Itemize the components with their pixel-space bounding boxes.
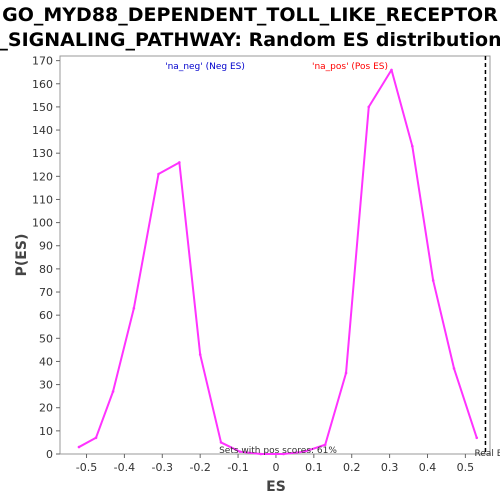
data-point	[132, 306, 136, 310]
y-tick-label: 90	[39, 240, 53, 253]
data-point	[198, 353, 202, 356]
chart-title-line-2: _SIGNALING_PATHWAY: Random ES distributi…	[0, 29, 500, 51]
y-axis-label: P(ES)	[14, 234, 30, 277]
y-tick-label: 30	[39, 379, 53, 392]
y-tick-label: 140	[32, 124, 53, 137]
data-point	[282, 452, 285, 456]
x-tick-label: 0	[272, 461, 279, 474]
data-point	[259, 452, 263, 456]
x-tick-label: 0.2	[343, 461, 361, 474]
data-point	[303, 450, 306, 453]
series-layer	[77, 68, 479, 456]
x-tick-label: -0.1	[227, 461, 248, 474]
y-tick-label: 150	[32, 101, 53, 114]
y-tick-label: 20	[39, 402, 53, 415]
x-tick-label: -0.3	[152, 461, 173, 474]
y-tick-label: 160	[32, 78, 53, 91]
pos-es-legend: 'na_pos' (Pos ES)	[312, 62, 388, 72]
x-axis-label: ES	[266, 479, 286, 495]
chart-title-line-1: GO_MYD88_DEPENDENT_TOLL_LIKE_RECEPTOR	[2, 4, 498, 26]
x-tick-label: -0.5	[76, 461, 97, 474]
data-point	[157, 172, 160, 176]
x-tick-label: 0.3	[381, 461, 399, 474]
data-point	[94, 436, 98, 440]
y-tick-label: 50	[39, 332, 53, 345]
es-distribution-line	[78, 68, 478, 455]
y-tick-label: 40	[39, 355, 53, 368]
y-tick-label: 130	[32, 147, 53, 160]
y-tick-label: 120	[32, 170, 53, 183]
x-tick-label: -0.4	[114, 461, 135, 474]
data-point	[77, 445, 81, 449]
y-tick-label: 60	[39, 309, 53, 322]
x-tick-label: -0.2	[189, 461, 210, 474]
data-point	[323, 443, 327, 447]
y-tick-label: 110	[32, 193, 53, 206]
data-point	[452, 367, 456, 370]
data-point	[344, 371, 348, 375]
y-tick-label: 10	[39, 425, 53, 438]
x-tick-label: 0.5	[457, 461, 475, 474]
y-tick-label: 0	[46, 448, 53, 461]
data-point	[367, 105, 371, 109]
x-tick-label: 0.1	[305, 461, 323, 474]
y-tick-label: 80	[39, 263, 53, 276]
x-tick-label: 0.4	[419, 461, 437, 474]
data-point	[238, 450, 242, 453]
plot-area	[59, 55, 491, 455]
neg-es-legend: 'na_neg' (Neg ES)	[165, 62, 245, 72]
data-point	[390, 68, 393, 72]
x-axis: -0.5 -0.4 -0.3 -0.2 -0.1 0 0.1 0.2 0.3 0.4 0.5	[76, 454, 474, 474]
y-tick-label: 100	[32, 217, 53, 230]
real-es-label: Real ES	[474, 449, 500, 459]
data-point	[475, 436, 479, 440]
y-tick-label: 70	[39, 286, 53, 299]
data-point	[111, 390, 115, 393]
data-point	[178, 161, 181, 164]
data-point	[219, 441, 223, 444]
y-tick-label: 170	[32, 55, 53, 68]
data-point	[431, 279, 435, 282]
data-point	[411, 144, 414, 148]
sets-pos-scores-note: Sets with pos scores: 61%	[219, 446, 337, 456]
y-axis: 0 10 20 30 40 50 60 70 80 90 100 110 120 130 140 150 160…	[32, 55, 60, 461]
